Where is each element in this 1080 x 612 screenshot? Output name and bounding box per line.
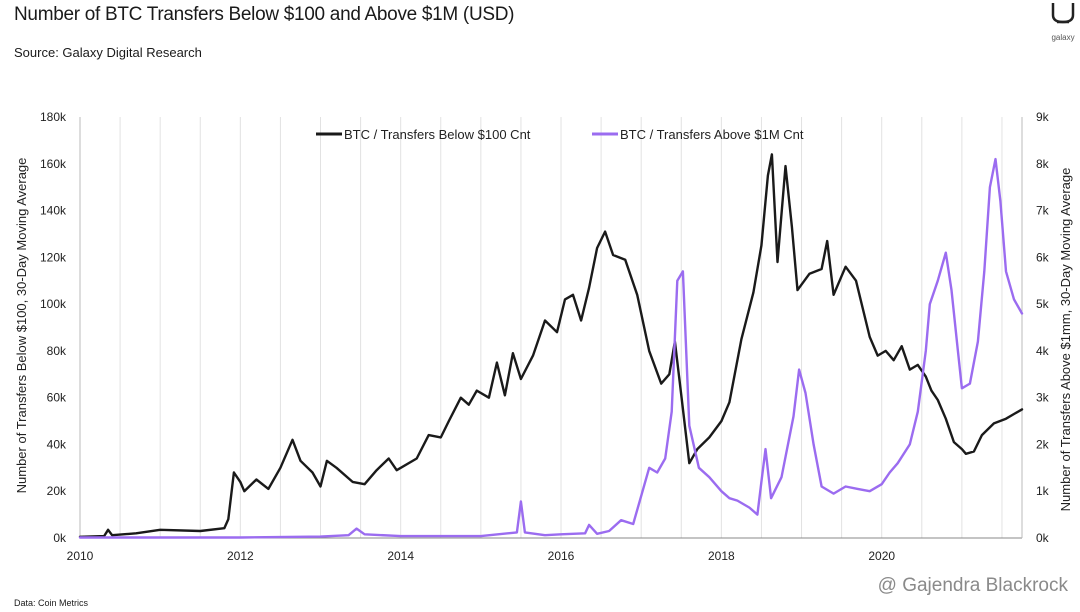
y-right-tick-label: 9k (1036, 110, 1050, 124)
y-left-tick-label: 0k (53, 531, 67, 545)
galaxy-logo-icon (1051, 3, 1075, 24)
axes: 2010 2012 2014 2016 2018 2020 0k 20k 40k 60k 80k 10… (14, 110, 1073, 563)
x-tick-label: 2014 (387, 549, 414, 563)
y-left-tick-label: 80k (47, 344, 67, 358)
y-right-tick-label: 4k (1036, 344, 1050, 358)
logo-label: galaxy (1051, 33, 1075, 42)
y-left-tick-label: 180k (40, 110, 67, 124)
data-source-note: Data: Coin Metrics (14, 598, 89, 608)
y-right-tick-label: 6k (1036, 250, 1050, 264)
chart-title: Number of BTC Transfers Below $100 and A… (14, 4, 515, 25)
y-right-tick-label: 8k (1036, 157, 1050, 171)
x-tick-label: 2018 (708, 549, 735, 563)
y-right-tick-label: 3k (1036, 391, 1050, 405)
y-left-tick-label: 60k (47, 391, 67, 405)
x-tick-label: 2012 (227, 549, 254, 563)
y-left-tick-label: 160k (40, 157, 67, 171)
y-left-tick-label: 20k (47, 484, 67, 498)
y-right-tick-label: 5k (1036, 297, 1050, 311)
legend: BTC / Transfers Below $100 Cnt BTC / Tran… (316, 127, 804, 142)
y-right-tick-label: 7k (1036, 204, 1050, 218)
y-right-tick-label: 2k (1036, 437, 1050, 451)
series-lines (78, 153, 1024, 539)
grid (79, 117, 1003, 538)
y-left-axis-title: Number of Transfers Below $100, 30-Day M… (14, 158, 29, 494)
y-left-tick-label: 100k (40, 297, 67, 311)
legend-label-below-100: BTC / Transfers Below $100 Cnt (344, 127, 531, 142)
series-line-below-100 (78, 153, 1024, 538)
y-left-tick-label: 120k (40, 250, 67, 264)
y-left-tick-label: 140k (40, 204, 67, 218)
y-left-tick-label: 40k (47, 437, 67, 451)
y-right-tick-label: 0k (1036, 531, 1050, 545)
legend-label-above-1m: BTC / Transfers Above $1M Cnt (620, 127, 804, 142)
x-tick-label: 2016 (548, 549, 575, 563)
series-line-above-1m (78, 157, 1024, 539)
chart-source: Source: Galaxy Digital Research (14, 45, 202, 60)
x-tick-label: 2010 (67, 549, 94, 563)
galaxy-logo: galaxy (1048, 0, 1078, 42)
y-right-tick-label: 1k (1036, 484, 1050, 498)
watermark: @ Gajendra Blackrock (877, 575, 1068, 596)
y-right-axis-title: Number of Transfers Above $1mm, 30-Day M… (1058, 168, 1073, 512)
x-tick-label: 2020 (868, 549, 895, 563)
